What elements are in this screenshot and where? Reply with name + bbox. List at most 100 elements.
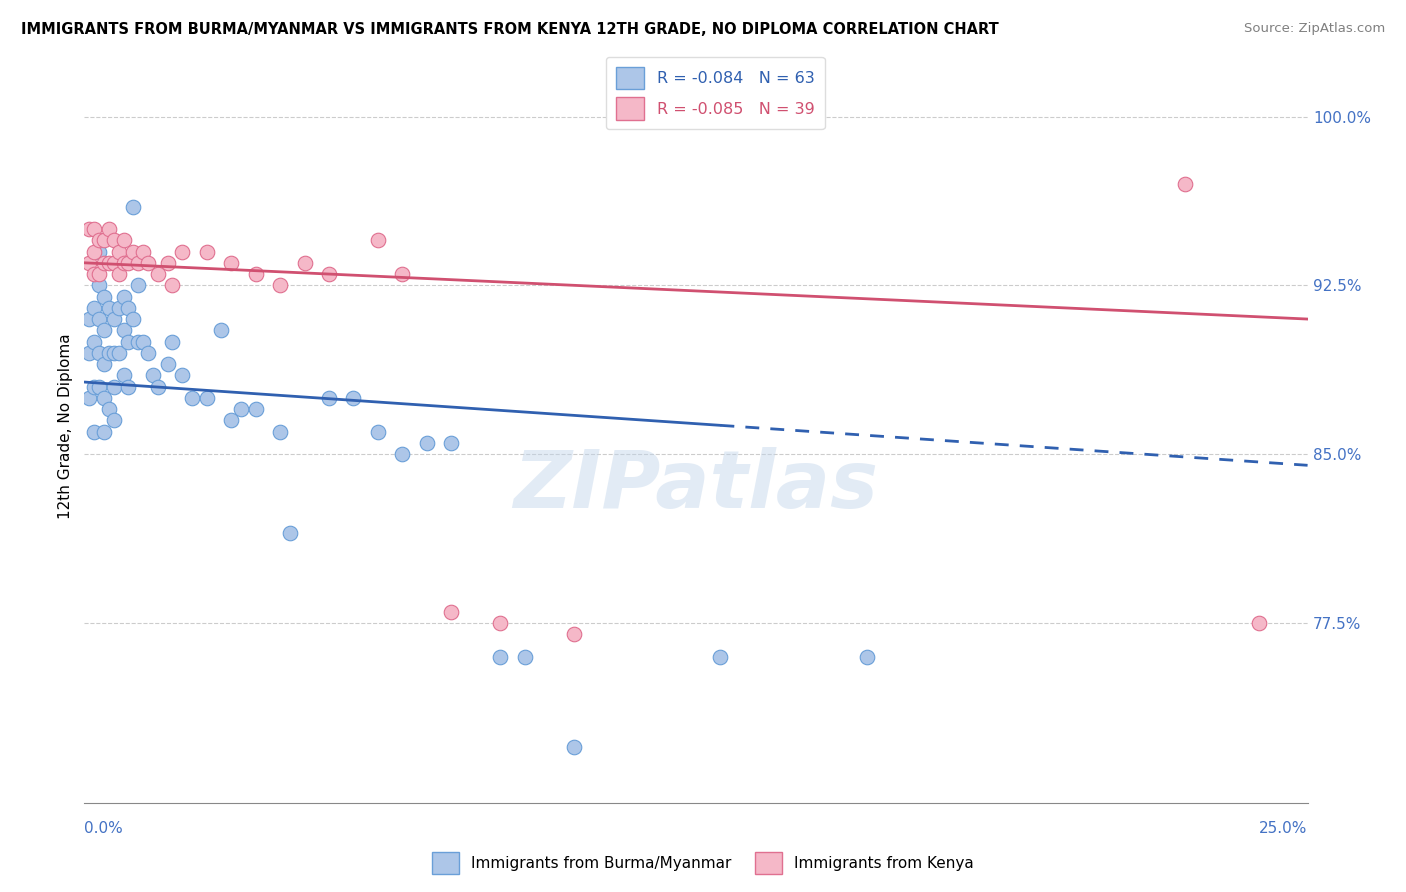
Point xyxy=(278,525,301,540)
Point xyxy=(87,312,110,326)
Point xyxy=(107,244,129,259)
Point xyxy=(77,391,100,405)
Text: IMMIGRANTS FROM BURMA/MYANMAR VS IMMIGRANTS FROM KENYA 12TH GRADE, NO DIPLOMA CO: IMMIGRANTS FROM BURMA/MYANMAR VS IMMIGRA… xyxy=(21,22,998,37)
Point xyxy=(97,402,120,417)
Point xyxy=(97,301,120,315)
Point xyxy=(97,256,120,270)
Point xyxy=(87,346,110,360)
Point xyxy=(112,289,135,303)
Legend: R = -0.084   N = 63, R = -0.085   N = 39: R = -0.084 N = 63, R = -0.085 N = 39 xyxy=(606,57,824,129)
Point xyxy=(87,379,110,393)
Point xyxy=(318,391,340,405)
Point xyxy=(93,425,115,439)
Point xyxy=(416,435,439,450)
Point xyxy=(195,244,218,259)
Point xyxy=(83,222,105,236)
Point xyxy=(93,357,115,371)
Point xyxy=(162,278,184,293)
Point xyxy=(1247,615,1270,630)
Point xyxy=(103,413,125,427)
Point xyxy=(127,256,149,270)
Point xyxy=(709,649,731,664)
Point xyxy=(136,256,159,270)
Point xyxy=(856,649,879,664)
Y-axis label: 12th Grade, No Diploma: 12th Grade, No Diploma xyxy=(58,333,73,519)
Point xyxy=(77,256,100,270)
Point xyxy=(146,379,169,393)
Point xyxy=(209,323,232,337)
Point xyxy=(172,244,194,259)
Text: Source: ZipAtlas.com: Source: ZipAtlas.com xyxy=(1244,22,1385,36)
Point xyxy=(87,278,110,293)
Point xyxy=(93,289,115,303)
Point xyxy=(440,435,463,450)
Point xyxy=(489,615,512,630)
Point xyxy=(156,256,179,270)
Point xyxy=(103,312,125,326)
Point xyxy=(489,649,512,664)
Point xyxy=(122,244,145,259)
Point xyxy=(107,256,129,270)
Point xyxy=(87,267,110,281)
Point xyxy=(146,267,169,281)
Point xyxy=(1174,177,1197,191)
Point xyxy=(245,402,267,417)
Point xyxy=(93,391,115,405)
Text: 0.0%: 0.0% xyxy=(84,821,124,836)
Point xyxy=(107,301,129,315)
Point xyxy=(245,267,267,281)
Point xyxy=(117,379,139,393)
Point xyxy=(132,334,155,349)
Point xyxy=(77,312,100,326)
Point xyxy=(87,233,110,247)
Point xyxy=(83,425,105,439)
Point xyxy=(83,334,105,349)
Point xyxy=(172,368,194,383)
Point xyxy=(97,222,120,236)
Point xyxy=(112,368,135,383)
Point xyxy=(127,278,149,293)
Point xyxy=(122,312,145,326)
Point xyxy=(219,413,242,427)
Legend: Immigrants from Burma/Myanmar, Immigrants from Kenya: Immigrants from Burma/Myanmar, Immigrant… xyxy=(426,846,980,880)
Point xyxy=(132,244,155,259)
Point xyxy=(93,233,115,247)
Point xyxy=(127,334,149,349)
Point xyxy=(342,391,364,405)
Point xyxy=(440,605,463,619)
Point xyxy=(562,627,585,641)
Point xyxy=(219,256,242,270)
Point xyxy=(93,256,115,270)
Point xyxy=(391,267,413,281)
Point xyxy=(562,739,585,754)
Point xyxy=(77,346,100,360)
Point xyxy=(156,357,179,371)
Point xyxy=(162,334,184,349)
Point xyxy=(195,391,218,405)
Point xyxy=(122,200,145,214)
Point xyxy=(367,425,389,439)
Point xyxy=(83,379,105,393)
Point xyxy=(142,368,165,383)
Point xyxy=(318,267,340,281)
Point xyxy=(83,301,105,315)
Point xyxy=(117,334,139,349)
Point xyxy=(269,278,291,293)
Point xyxy=(107,346,129,360)
Point xyxy=(87,244,110,259)
Point xyxy=(77,222,100,236)
Point xyxy=(117,256,139,270)
Text: ZIPatlas: ZIPatlas xyxy=(513,447,879,525)
Point xyxy=(391,447,413,461)
Point xyxy=(97,346,120,360)
Point xyxy=(83,244,105,259)
Point xyxy=(93,323,115,337)
Point xyxy=(112,256,135,270)
Point xyxy=(83,267,105,281)
Point xyxy=(229,402,252,417)
Point xyxy=(136,346,159,360)
Point xyxy=(513,649,536,664)
Point xyxy=(112,233,135,247)
Point xyxy=(367,233,389,247)
Point xyxy=(117,301,139,315)
